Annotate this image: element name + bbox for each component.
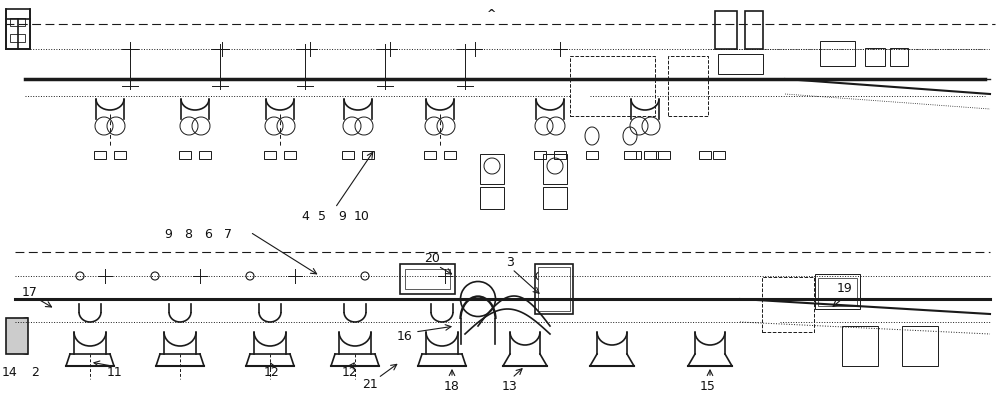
Bar (284, 151, 296, 159)
Text: 4: 4 (301, 210, 309, 223)
Bar (405, 269, 450, 289)
Bar (6, 318, 28, 354)
Bar (718, 54, 763, 74)
Text: 6: 6 (204, 227, 212, 240)
Bar (480, 187, 504, 209)
Bar (554, 151, 566, 159)
Text: 15: 15 (700, 379, 716, 393)
Text: 17: 17 (22, 286, 38, 299)
Bar (570, 56, 655, 116)
Text: 9: 9 (164, 227, 172, 240)
Text: 2: 2 (31, 366, 39, 379)
Text: 18: 18 (444, 379, 460, 393)
Text: 7: 7 (224, 227, 232, 240)
Bar (658, 151, 670, 159)
Bar (745, 11, 763, 49)
Bar (400, 264, 455, 294)
Bar (713, 151, 725, 159)
Bar (543, 187, 567, 209)
Bar (543, 154, 567, 184)
Bar (865, 48, 885, 66)
Bar (586, 151, 598, 159)
Text: 21: 21 (362, 377, 378, 391)
Bar (815, 274, 860, 309)
Bar (649, 151, 661, 159)
Bar (644, 151, 656, 159)
Bar (534, 151, 546, 159)
Bar (538, 267, 570, 311)
Text: 9: 9 (338, 210, 346, 223)
Bar (94, 151, 106, 159)
Bar (715, 11, 737, 49)
Bar (199, 151, 211, 159)
Text: 11: 11 (107, 366, 123, 379)
Text: 10: 10 (354, 210, 370, 223)
Text: 12: 12 (342, 366, 358, 379)
Bar (10, 34, 25, 42)
Bar (264, 151, 276, 159)
Bar (902, 326, 938, 366)
Bar (10, 18, 25, 26)
Text: 5: 5 (318, 210, 326, 223)
Bar (842, 326, 878, 366)
Bar (342, 151, 354, 159)
Bar (6, 9, 30, 49)
Text: 14: 14 (2, 366, 18, 379)
Text: 12: 12 (264, 366, 280, 379)
Text: 3: 3 (506, 255, 514, 269)
Text: 8: 8 (184, 227, 192, 240)
Bar (444, 151, 456, 159)
Bar (179, 151, 191, 159)
Text: 20: 20 (424, 252, 440, 265)
Text: ^: ^ (487, 9, 497, 19)
Bar (114, 151, 126, 159)
Bar (629, 151, 641, 159)
Bar (362, 151, 374, 159)
Text: 19: 19 (837, 282, 853, 295)
Bar (890, 48, 908, 66)
Bar (762, 277, 814, 332)
Bar (624, 151, 636, 159)
Text: 16: 16 (397, 330, 413, 343)
Bar (535, 264, 573, 314)
Bar (480, 154, 504, 184)
Bar (699, 151, 711, 159)
Bar (668, 56, 708, 116)
Bar (820, 41, 855, 66)
Text: 13: 13 (502, 379, 518, 393)
Bar (424, 151, 436, 159)
Bar (818, 278, 857, 306)
